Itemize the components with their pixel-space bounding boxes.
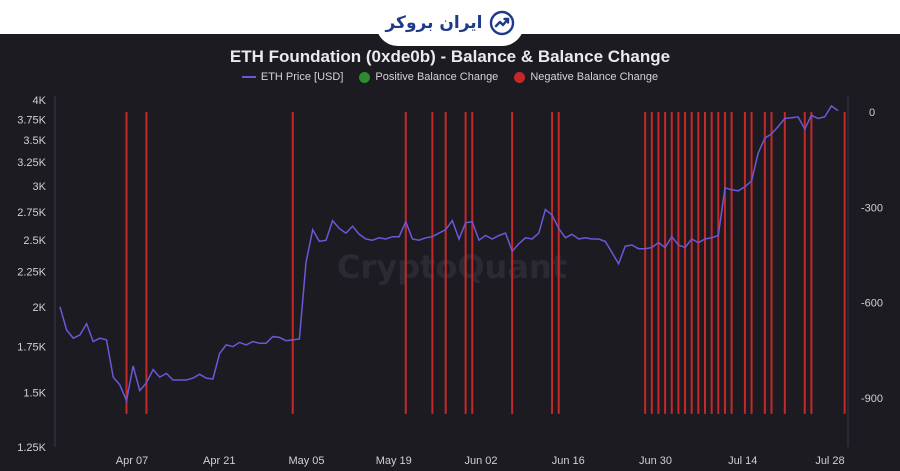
brand-logo: ایران بروکر xyxy=(376,0,524,46)
x-axis-ticks: Apr 07 Apr 21 May 05 May 19 Jun 02 Jun 16 Jun … xyxy=(116,455,845,467)
legend-item-price[interactable]: ETH Price [USD] xyxy=(241,71,344,83)
legend-line-marker xyxy=(241,76,256,78)
right-axis-ticks: 0 -300 -600 -900 xyxy=(861,107,883,405)
legend-item-positive[interactable]: Positive Balance Change xyxy=(359,71,498,83)
x-axis-tick-label: Jun 02 xyxy=(464,455,497,467)
right-axis-tick-label: -600 xyxy=(861,298,883,310)
left-axis-tick-label: 3.5K xyxy=(23,135,46,147)
chart-legend: ETH Price [USD] Positive Balance Change … xyxy=(0,71,900,83)
balance-change-bars xyxy=(125,112,846,414)
brand-logo-text: ایران بروکر xyxy=(385,13,483,33)
left-axis-tick-label: 3.75K xyxy=(17,114,46,126)
trend-up-icon xyxy=(489,10,514,36)
left-axis-tick-label: 2.25K xyxy=(17,267,46,279)
legend-label-price: ETH Price [USD] xyxy=(260,71,344,83)
chart-title: ETH Foundation (0xde0b) - Balance & Bala… xyxy=(229,47,671,66)
left-axis-tick-label: 3.25K xyxy=(17,157,46,169)
left-axis-tick-label: 2.75K xyxy=(17,207,46,219)
x-axis-tick-label: May 19 xyxy=(376,455,412,467)
price-series-line xyxy=(59,104,839,404)
x-axis-tick-label: Apr 07 xyxy=(116,455,148,467)
legend-dot-marker xyxy=(359,71,371,83)
left-axis-tick-label: 2K xyxy=(33,302,47,314)
right-axis-tick-label: -300 xyxy=(861,202,883,214)
x-axis-tick-label: Jul 28 xyxy=(815,455,844,467)
left-axis-tick-label: 3K xyxy=(33,181,47,193)
x-axis-tick-label: Jun 30 xyxy=(639,455,672,467)
legend-item-negative[interactable]: Negative Balance Change xyxy=(514,71,658,83)
x-axis-tick-label: Jul 14 xyxy=(728,455,757,467)
left-axis-tick-label: 1.5K xyxy=(23,388,46,400)
left-axis-tick-label: 1.25K xyxy=(17,442,46,454)
right-axis-tick-label: 0 xyxy=(869,107,875,119)
legend-dot-marker xyxy=(514,71,526,83)
x-axis-tick-label: May 05 xyxy=(288,455,324,467)
legend-label-positive: Positive Balance Change xyxy=(375,71,499,83)
x-axis-tick-label: Apr 21 xyxy=(203,455,235,467)
right-axis-tick-label: -900 xyxy=(861,393,883,405)
watermark: CryptoQuant xyxy=(337,248,567,286)
left-axis-tick-label: 1.75K xyxy=(17,342,46,354)
left-axis-tick-label: 2.5K xyxy=(23,235,46,247)
x-axis-tick-label: Jun 16 xyxy=(552,455,585,467)
left-axis-ticks: 1.25K 1.5K 1.75K 2K 2.25K 2.5K 2.75K 3K 3.25K 3.5… xyxy=(17,95,46,454)
legend-label-negative: Negative Balance Change xyxy=(530,71,659,83)
left-axis-tick-label: 4K xyxy=(33,95,47,107)
